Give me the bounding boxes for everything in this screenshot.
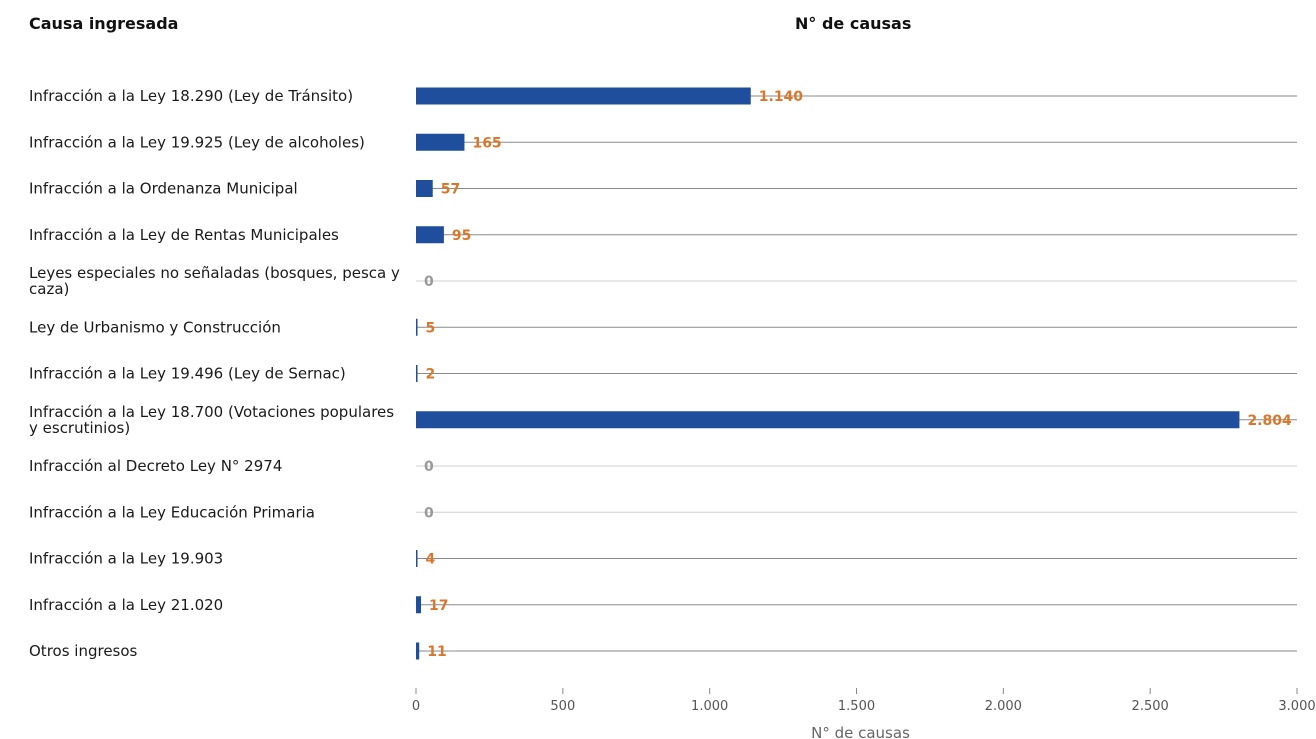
x-tick-label: 500 (550, 699, 575, 714)
bar (416, 318, 418, 336)
chart-row: Otros ingresos 11 (29, 642, 1297, 660)
category-label: Infracción a la Ordenanza Municipal (29, 180, 298, 198)
x-tick-label: 2.500 (1132, 699, 1169, 714)
value-label: 2.804 (1247, 413, 1292, 429)
bar (416, 365, 418, 382)
x-tick: 0 (412, 688, 420, 714)
value-label: 17 (429, 598, 448, 614)
category-label: Infracción a la Ley 19.903 (29, 550, 223, 568)
value-label: 4 (426, 552, 436, 568)
value-label: 2 (426, 367, 436, 383)
value-label: 95 (452, 228, 471, 244)
chart-row: Infracción a la Ley 21.020 17 (29, 596, 1297, 614)
chart-row: Infracción a la Ley 18.700 (Votaciones p… (29, 403, 1297, 437)
x-tick: 3.000 (1278, 688, 1316, 714)
value-label: 165 (472, 135, 501, 151)
chart-row: Infracción a la Ley de Rentas Municipale… (29, 226, 1297, 244)
category-label: Infracción a la Ley 18.700 (Votaciones p… (29, 403, 394, 437)
chart-row: Infracción a la Ley 19.925 (Ley de alcoh… (29, 133, 1297, 151)
chart-row: Infracción a la Ley 19.496 (Ley de Serna… (29, 365, 1297, 383)
chart-row: Infracción a la Ley 18.290 (Ley de Tráns… (29, 87, 1297, 105)
bar (416, 596, 421, 614)
category-label: Infracción a la Ley 19.925 (Ley de alcoh… (29, 133, 365, 151)
x-axis-title: N° de causas (811, 724, 910, 739)
x-tick-label: 3.000 (1278, 699, 1315, 714)
category-label: Infracción a la Ley de Rentas Municipale… (29, 226, 339, 244)
x-tick: 2.500 (1132, 688, 1169, 714)
category-label: Otros ingresos (29, 642, 138, 660)
category-label: Infracción a la Ley 19.496 (Ley de Serna… (29, 365, 346, 383)
bar (416, 642, 420, 660)
chart-row: Ley de Urbanismo y Construcción 5 (29, 318, 1297, 336)
chart-row: Infracción a la Ordenanza Municipal 57 (29, 180, 1297, 198)
bar (416, 226, 444, 244)
category-label: Infracción a la Ley Educación Primaria (29, 503, 315, 521)
value-label: 1.140 (759, 89, 804, 105)
category-label: Infracción a la Ley 18.290 (Ley de Tráns… (29, 87, 353, 105)
bar (416, 133, 465, 151)
x-tick-label: 1.500 (838, 699, 875, 714)
x-tick: 1.000 (691, 688, 728, 714)
value-label: 0 (424, 459, 434, 475)
bar (416, 550, 418, 567)
chart-row: Infracción a la Ley 19.903 4 (29, 550, 1297, 568)
category-label: Leyes especiales no señaladas (bosques, … (29, 264, 400, 298)
category-label: Infracción al Decreto Ley N° 2974 (29, 457, 282, 475)
value-label: 11 (427, 644, 446, 660)
chart-row: Infracción a la Ley Educación Primaria 0 (29, 503, 1297, 521)
category-column-header: Causa ingresada (29, 14, 179, 33)
x-tick: 2.000 (985, 688, 1022, 714)
x-tick: 500 (550, 688, 575, 714)
bar (416, 180, 433, 197)
value-label: 57 (441, 182, 460, 198)
value-label: 0 (424, 505, 434, 521)
value-label: 0 (424, 274, 434, 290)
chart-row: Leyes especiales no señaladas (bosques, … (29, 264, 1297, 298)
x-tick-label: 0 (412, 699, 420, 714)
x-tick-label: 1.000 (691, 699, 728, 714)
category-label: Infracción a la Ley 21.020 (29, 596, 223, 614)
value-label: 5 (426, 320, 436, 336)
bar (416, 87, 751, 105)
bar (416, 411, 1240, 429)
value-column-header: N° de causas (795, 14, 912, 33)
chart-row: Infracción al Decreto Ley N° 2974 0 (29, 457, 1297, 475)
x-tick-label: 2.000 (985, 699, 1022, 714)
category-label: Ley de Urbanismo y Construcción (29, 318, 281, 336)
x-tick: 1.500 (838, 688, 875, 714)
